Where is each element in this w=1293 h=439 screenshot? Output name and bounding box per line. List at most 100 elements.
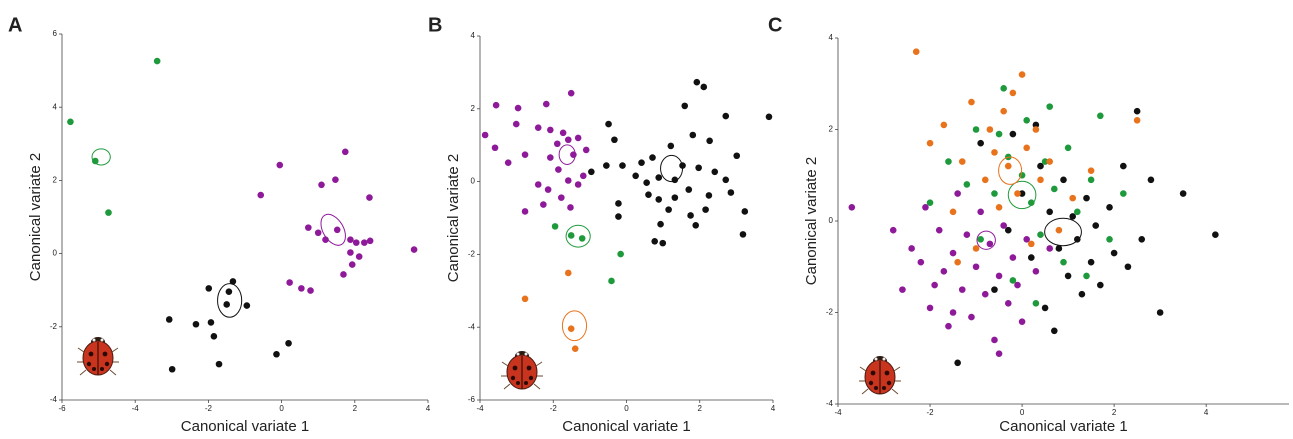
point: [366, 194, 373, 201]
x-tick-label: -2: [926, 408, 934, 417]
x-tick-label: 4: [1204, 408, 1209, 417]
point: [1046, 103, 1053, 110]
point: [285, 339, 292, 347]
point: [689, 131, 697, 139]
point: [559, 129, 567, 137]
point: [1032, 126, 1040, 133]
point: [504, 159, 512, 166]
point: [700, 83, 708, 91]
y-axis-label: Canonical variate 2: [445, 154, 462, 282]
confidence-ellipse: [91, 148, 111, 166]
point: [1046, 158, 1053, 165]
point: [954, 190, 961, 197]
y-tick-label: -2: [826, 308, 834, 317]
point: [574, 181, 582, 188]
point: [1064, 272, 1072, 280]
point: [223, 301, 230, 308]
point: [1120, 162, 1127, 170]
x-tick-label: -2: [550, 404, 558, 413]
point: [105, 209, 112, 216]
point: [410, 246, 418, 253]
point: [491, 144, 499, 152]
confidence-ellipse: [976, 230, 996, 250]
y-tick-label: -2: [50, 322, 58, 331]
point: [991, 149, 998, 156]
point: [352, 239, 360, 246]
point: [1041, 304, 1049, 312]
point: [1060, 258, 1067, 266]
point: [968, 313, 975, 321]
y-tick-label: 6: [53, 29, 58, 38]
point: [655, 196, 663, 203]
point: [949, 208, 957, 216]
point: [1212, 231, 1219, 239]
point: [1055, 226, 1063, 234]
point: [695, 164, 702, 172]
x-tick-label: -4: [834, 408, 842, 417]
x-tick-label: 4: [426, 404, 431, 413]
point: [547, 154, 554, 161]
point: [564, 136, 572, 144]
point: [1133, 107, 1141, 115]
point: [564, 269, 572, 277]
confidence-ellipse: [660, 154, 684, 183]
point: [615, 213, 622, 220]
y-tick-label: -2: [468, 250, 476, 259]
point: [567, 89, 575, 97]
point: [347, 236, 354, 243]
point: [1064, 144, 1072, 152]
point: [1023, 236, 1030, 243]
point: [521, 151, 529, 158]
point: [243, 302, 251, 309]
x-tick-label: -4: [132, 404, 140, 413]
point: [544, 186, 552, 193]
point: [958, 158, 966, 165]
point: [687, 212, 694, 219]
point: [534, 181, 542, 188]
point: [1009, 130, 1017, 138]
point: [276, 161, 284, 169]
point: [1046, 245, 1053, 252]
point: [643, 179, 650, 186]
point: [215, 360, 223, 368]
point: [945, 158, 952, 165]
point: [1092, 222, 1100, 229]
x-tick-label: 0: [1020, 408, 1025, 417]
point: [210, 333, 218, 340]
point: [926, 139, 934, 147]
point: [954, 359, 961, 367]
point: [949, 309, 957, 316]
point: [1133, 117, 1141, 124]
point: [685, 186, 693, 193]
point: [574, 134, 582, 142]
point: [273, 350, 280, 358]
panel-label: A: [8, 14, 22, 36]
confidence-ellipse: [561, 310, 588, 342]
point: [540, 201, 547, 208]
point: [578, 235, 586, 242]
point: [949, 249, 957, 257]
point: [958, 286, 966, 293]
y-axis-label: Canonical variate 2: [27, 153, 44, 281]
point: [702, 206, 709, 213]
panel-label: B: [428, 14, 442, 36]
point: [229, 278, 237, 285]
point: [1060, 176, 1067, 184]
point: [582, 146, 590, 154]
point: [333, 226, 341, 234]
point: [340, 271, 347, 278]
point: [1124, 263, 1132, 271]
y-tick-label: -4: [50, 395, 58, 404]
y-tick-label: 4: [53, 102, 58, 111]
point: [341, 148, 349, 156]
point: [935, 226, 943, 234]
point: [981, 290, 989, 298]
point: [1087, 176, 1095, 184]
point: [1037, 176, 1044, 184]
point: [567, 325, 575, 332]
point: [225, 288, 233, 295]
confidence-ellipse: [320, 213, 346, 246]
point: [1027, 199, 1035, 206]
